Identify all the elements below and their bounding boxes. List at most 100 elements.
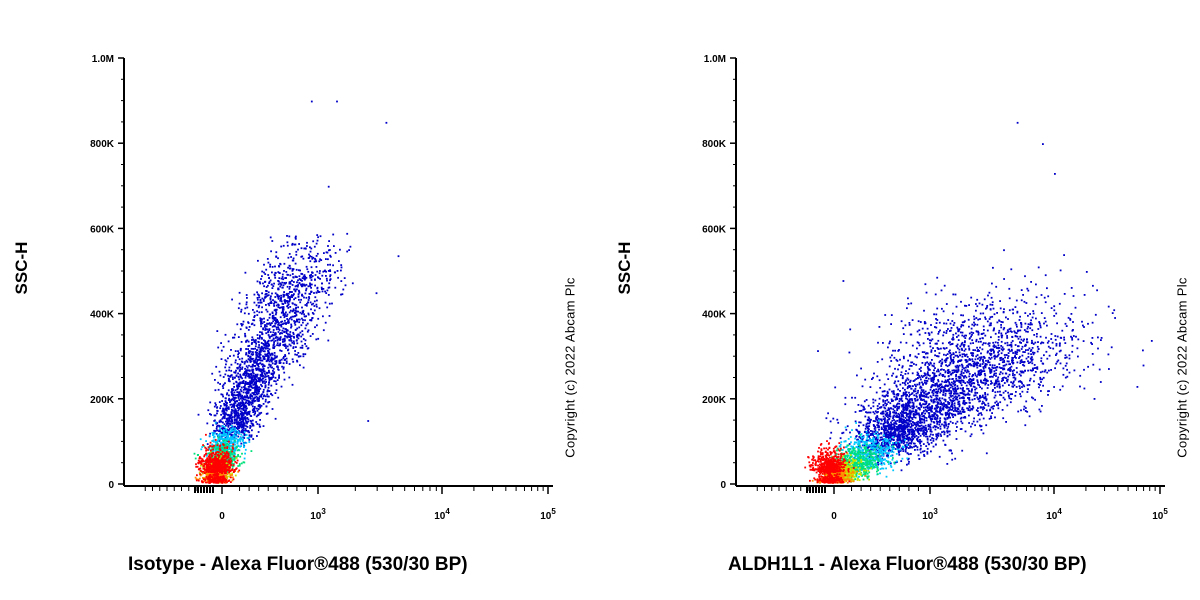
data-point — [260, 311, 263, 314]
data-point — [1042, 143, 1044, 145]
data-point — [248, 369, 251, 372]
data-point — [237, 431, 240, 434]
data-point — [1044, 369, 1047, 372]
data-point — [996, 355, 998, 358]
data-point — [253, 361, 255, 364]
data-point — [341, 293, 344, 296]
data-point — [244, 419, 247, 422]
data-point — [237, 435, 240, 438]
data-point — [256, 393, 259, 396]
data-point — [269, 331, 272, 333]
data-point — [234, 439, 236, 442]
data-point — [207, 475, 210, 478]
data-point — [234, 371, 237, 374]
data-point — [230, 430, 233, 433]
data-point — [982, 360, 984, 362]
data-point — [958, 328, 961, 330]
data-point — [244, 383, 247, 385]
data-point — [289, 297, 291, 300]
data-point — [268, 277, 270, 279]
data-point — [264, 324, 266, 326]
data-point — [234, 427, 236, 430]
data-point — [275, 304, 278, 307]
data-point — [987, 350, 989, 353]
data-point — [250, 347, 253, 350]
data-point — [225, 433, 227, 436]
data-point — [245, 303, 248, 306]
data-point — [230, 428, 232, 431]
data-point — [975, 317, 978, 319]
data-point — [1071, 350, 1074, 353]
data-point — [306, 245, 308, 247]
data-point — [223, 465, 226, 467]
data-point — [239, 363, 242, 366]
data-point — [994, 355, 997, 358]
data-point — [297, 355, 300, 358]
data-point — [223, 466, 226, 469]
data-point — [258, 404, 261, 406]
data-point — [247, 430, 250, 432]
data-point — [933, 313, 935, 316]
data-point — [250, 382, 252, 384]
data-point — [227, 340, 230, 343]
data-point — [220, 349, 223, 352]
data-point — [280, 358, 283, 361]
data-point — [213, 405, 216, 408]
data-point — [227, 424, 230, 427]
data-point — [209, 457, 212, 460]
data-point — [989, 303, 992, 306]
data-point — [298, 269, 300, 272]
data-point — [268, 304, 271, 307]
data-point — [250, 397, 252, 400]
data-point — [239, 445, 242, 448]
data-point — [1055, 352, 1058, 355]
data-point — [263, 271, 265, 274]
data-point — [230, 464, 232, 467]
data-point — [1073, 369, 1076, 372]
data-point — [232, 478, 235, 481]
data-point — [1017, 410, 1020, 413]
data-point — [1027, 369, 1029, 372]
data-point — [260, 346, 263, 349]
data-point — [231, 463, 234, 465]
data-point — [241, 438, 244, 441]
data-point — [1046, 357, 1049, 360]
data-point — [993, 354, 996, 357]
data-point — [274, 296, 277, 298]
data-point — [237, 387, 239, 390]
data-point — [1068, 357, 1071, 360]
data-point — [284, 328, 287, 330]
data-point — [242, 408, 245, 410]
data-point — [324, 269, 326, 272]
data-point — [223, 452, 226, 454]
data-point — [964, 341, 966, 344]
data-point — [256, 367, 259, 370]
data-point — [1074, 306, 1077, 309]
data-point — [258, 344, 260, 346]
data-point — [955, 305, 958, 308]
data-point — [245, 370, 248, 373]
data-point — [231, 459, 234, 461]
data-point — [282, 366, 285, 369]
data-point — [228, 394, 230, 397]
data-point — [215, 440, 217, 443]
data-point — [271, 316, 274, 319]
data-point — [269, 364, 272, 367]
data-point — [261, 337, 263, 340]
data-point — [312, 302, 315, 305]
data-point — [319, 278, 321, 280]
data-point — [285, 362, 288, 364]
data-point — [308, 256, 311, 259]
data-point — [226, 463, 229, 466]
data-point — [302, 353, 305, 355]
data-point — [230, 363, 233, 366]
data-point — [256, 360, 259, 362]
data-point — [1090, 341, 1092, 344]
data-point — [981, 370, 984, 372]
data-point — [254, 345, 257, 348]
data-point — [927, 332, 930, 334]
data-point — [307, 329, 310, 332]
data-point — [960, 325, 962, 328]
data-point — [998, 331, 1000, 334]
data-point — [937, 348, 940, 350]
